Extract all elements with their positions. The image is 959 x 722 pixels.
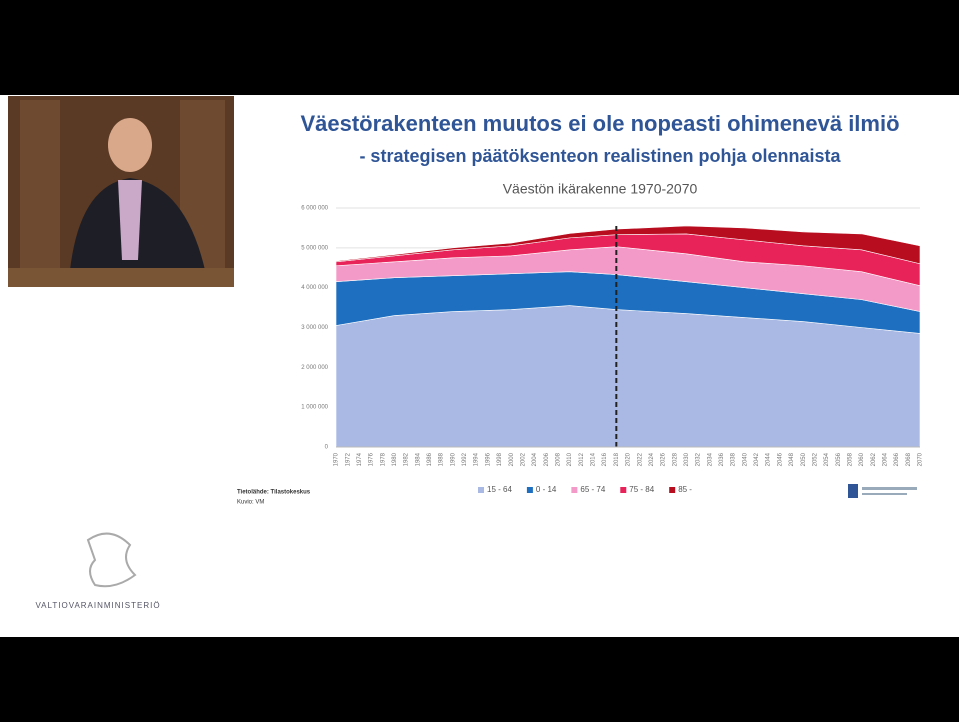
x-tick-label: 2070 [918,452,924,466]
legend-label: 75 - 84 [629,485,654,494]
x-tick-label: 1996 [485,452,491,466]
x-tick-label: 2060 [859,452,865,466]
x-tick-label: 1998 [497,452,503,466]
x-tick-label: 1974 [357,452,363,466]
x-tick-label: 2066 [894,452,900,466]
x-tick-label: 2042 [754,452,760,466]
x-tick-label: 2030 [684,452,690,466]
legend-swatch [620,487,627,493]
y-tick-label: 5 000 000 [301,245,328,251]
head [108,118,152,172]
panel [20,100,60,270]
x-tick-label: 1978 [380,452,386,466]
x-tick-label: 2006 [544,452,550,466]
x-tick-label: 2046 [777,452,783,466]
x-tick-label: 2028 [672,452,678,466]
x-tick-label: 2026 [661,452,667,466]
speaker-video [8,96,234,287]
chart-title: Väestön ikärakenne 1970-2070 [503,181,698,197]
slide-title: Väestörakenteen muutos ei ole nopeasti o… [300,111,899,136]
y-tick-label: 0 [325,445,329,451]
x-tick-label: 2036 [719,452,725,466]
x-tick-label: 1970 [334,452,340,466]
small-logo [848,484,917,498]
small-logo-mark [848,484,858,498]
y-tick-label: 4 000 000 [301,285,328,291]
x-tick-label: 2040 [742,452,748,466]
x-tick-label: 1988 [439,452,445,466]
x-tick-label: 2008 [555,452,561,466]
x-tick-label: 2048 [789,452,795,466]
x-tick-label: 1994 [474,452,480,466]
legend-label: 65 - 74 [580,485,605,494]
x-tick-label: 2020 [626,452,632,466]
x-tick-label: 2064 [883,452,889,466]
source: Kuvio: VM [237,500,264,506]
x-tick-label: 1982 [404,452,410,466]
x-tick-label: 1984 [415,452,421,466]
x-tick-label: 2014 [591,452,597,466]
legend-swatch [478,487,484,493]
x-tick-label: 2002 [520,452,526,466]
legend-label: 15 - 64 [487,485,512,494]
y-tick-label: 1 000 000 [301,405,328,411]
x-tick-label: 2038 [731,452,737,466]
logo-text: VALTIOVARAINMINISTERIÖ [35,601,160,610]
x-tick-label: 1976 [369,452,375,466]
small-logo-text [862,493,907,495]
x-tick-label: 2032 [696,452,702,466]
x-tick-label: 2068 [906,452,912,466]
legend-swatch [526,487,533,493]
x-tick-label: 1992 [462,452,468,466]
x-tick-label: 2000 [509,452,515,466]
x-tick-label: 2052 [812,452,818,466]
logo: VALTIOVARAINMINISTERIÖ [35,532,160,610]
x-tick-label: 2034 [707,452,713,466]
x-tick-label: 2054 [824,452,830,466]
x-tick-label: 2044 [766,452,772,466]
legend-label: 85 - [678,485,692,494]
logo-lion [86,532,137,588]
slide-subtitle: - strategisen päätöksenteon realistinen … [359,146,841,166]
shirt [118,180,142,260]
small-logo-text [862,487,917,490]
source: Tietolähde: Tilastokeskus [237,490,311,496]
x-tick-label: 2018 [614,452,620,466]
x-tick-label: 2024 [649,452,655,466]
x-tick-label: 2062 [871,452,877,466]
x-tick-label: 2022 [637,452,643,466]
x-tick-label: 2004 [532,452,538,466]
x-tick-label: 2012 [579,452,585,466]
x-tick-label: 1972 [345,452,351,466]
x-tick-label: 2050 [801,452,807,466]
x-tick-label: 1990 [450,452,456,466]
y-tick-label: 6 000 000 [301,206,328,212]
x-tick-label: 2016 [602,452,608,466]
desk [8,268,234,287]
x-tick-label: 2056 [836,452,842,466]
area [335,305,921,448]
y-tick-label: 2 000 000 [301,365,328,371]
legend-label: 0 - 14 [536,485,557,494]
y-tick-label: 3 000 000 [301,325,328,331]
x-tick-label: 2010 [567,452,573,466]
legend-swatch [571,487,578,493]
area [335,225,921,265]
legend-swatch [669,487,676,493]
x-tick-label: 1986 [427,452,433,466]
x-tick-label: 1980 [392,452,398,466]
x-tick-label: 2058 [847,452,853,466]
